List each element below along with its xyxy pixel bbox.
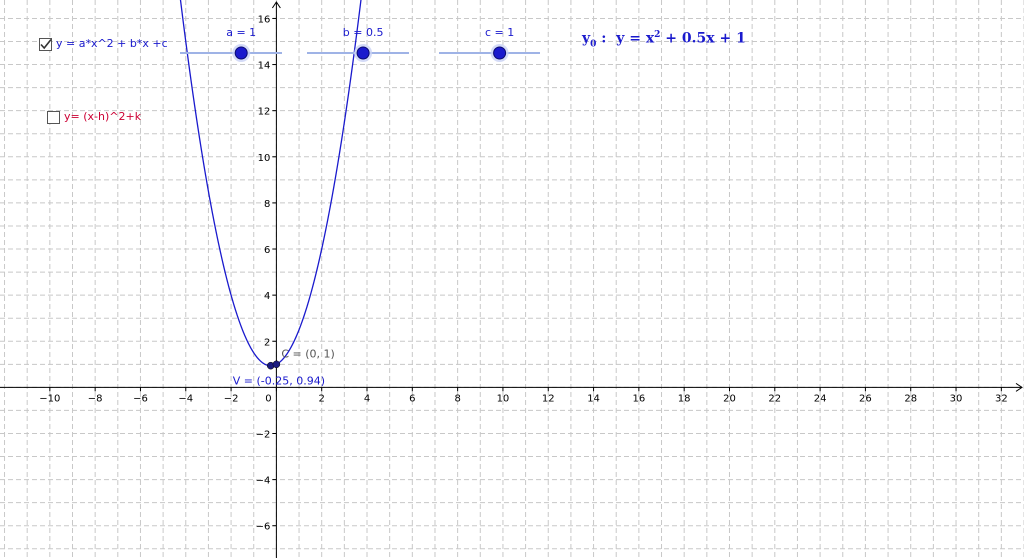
formula-name: y: [582, 30, 591, 47]
y-tick-label: −2: [256, 429, 271, 440]
x-tick-label: −4: [178, 393, 193, 404]
y-intercept-point[interactable]: [272, 360, 281, 369]
y-axis-arrow-icon: [271, 1, 281, 9]
x-tick-label: 8: [454, 393, 460, 404]
x-tick-label: 32: [995, 393, 1008, 404]
slider-c-knob[interactable]: [493, 46, 507, 60]
x-tick-label: 28: [904, 393, 917, 404]
y-intercept-label: C = (0, 1): [281, 347, 334, 360]
x-tick-label: 16: [633, 393, 646, 404]
x-tick-label: 10: [497, 393, 510, 404]
curve-layer: [175, 0, 367, 367]
formula-colon: :: [596, 30, 617, 47]
y-tick-label: 2: [264, 337, 270, 348]
y-tick-label: 4: [264, 291, 270, 302]
x-tick-label: 30: [950, 393, 963, 404]
y-tick-label: 16: [258, 14, 271, 25]
x-tick-label: −6: [133, 393, 148, 404]
y-tick-label: 14: [258, 61, 271, 72]
checkbox-standard-form[interactable]: [39, 38, 52, 51]
x-tick-label: 0: [265, 393, 271, 404]
x-tick-label: 4: [364, 393, 370, 404]
x-tick-label: 12: [542, 393, 555, 404]
y-tick-label: 6: [264, 245, 270, 256]
slider-c-label: c = 1: [485, 26, 514, 39]
checkbox-vertex-form-label[interactable]: y= (x-h)^2+k: [64, 110, 142, 123]
points-layer: V = (-0.25, 0.94) C = (0, 1): [233, 347, 335, 387]
x-tick-label: −8: [88, 393, 103, 404]
formula-power: 2: [654, 30, 661, 40]
x-tick-label: 22: [768, 393, 781, 404]
x-tick-label: 2: [319, 393, 325, 404]
y-tick-label: 8: [264, 199, 270, 210]
vertex-label: V = (-0.25, 0.94): [233, 375, 325, 388]
formula-rhs: + 0.5x + 1: [660, 30, 746, 47]
y-tick-label: −6: [256, 522, 271, 533]
formula-subscript: 0: [590, 39, 597, 50]
function-formula: y0 : y = x2 + 0.5x + 1: [582, 30, 746, 49]
x-tick-label: 6: [409, 393, 415, 404]
x-tick-label: 24: [814, 393, 827, 404]
slider-a[interactable]: a = 1: [180, 26, 282, 62]
x-tick-label: −2: [224, 393, 239, 404]
checkbox-standard-form-label[interactable]: y = a*x^2 + b*x +c: [56, 37, 168, 50]
slider-a-knob[interactable]: [234, 46, 248, 60]
x-tick-label: 26: [859, 393, 872, 404]
y-tick-label: 12: [258, 107, 271, 118]
slider-c[interactable]: c = 1: [439, 26, 540, 62]
y-tick-label: 10: [258, 153, 271, 164]
slider-b-knob[interactable]: [356, 46, 370, 60]
checkmark-icon: [40, 39, 52, 50]
checkbox-vertex-form[interactable]: [47, 111, 60, 124]
slider-a-label: a = 1: [226, 26, 256, 39]
formula-lhs: y = x: [616, 30, 655, 47]
sliders-layer: a = 1 b = 0.5 c = 1: [180, 26, 540, 62]
parabola-curve[interactable]: [175, 0, 367, 367]
y-tick-label: −4: [256, 476, 271, 487]
x-tick-label: 18: [678, 393, 691, 404]
x-tick-label: 20: [723, 393, 736, 404]
slider-b[interactable]: b = 0.5: [307, 26, 409, 62]
x-axis-arrow-icon: [1015, 382, 1023, 392]
slider-b-label: b = 0.5: [343, 26, 384, 39]
x-tick-label: 14: [587, 393, 600, 404]
x-tick-label: −10: [39, 393, 60, 404]
tick-labels: −10 −8 −6 −4 −2 0 2 4 6 8 10 12 14 16 18 20 22 24 26 28 30 32…: [39, 14, 1007, 532]
